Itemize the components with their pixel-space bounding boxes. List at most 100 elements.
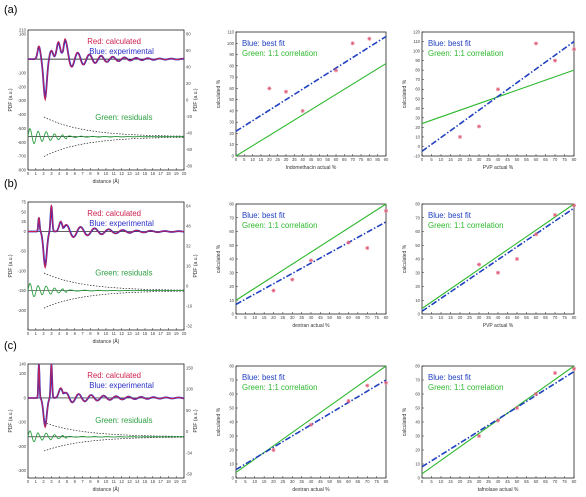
x-axis-label: tafnolase actual % [478,487,519,493]
legend-best-fit: Blue: best fit [242,211,286,220]
data-point [572,203,576,208]
legend-best-fit: Blue: best fit [242,373,286,382]
x-tick-label: 13 [127,171,132,176]
y-tick-label: 60 [229,86,234,91]
legend-calculated: Red: calculated [87,371,141,380]
residual-curve [27,127,184,144]
x-tick-label: 4 [58,479,61,484]
x-tick-label: 16 [150,479,155,484]
y-tick-label: 0 [24,395,27,400]
y-right-tick-label: 32 [186,244,191,249]
x-tick-label: 20 [458,157,463,162]
y-right-tick-label: 48 [186,224,191,229]
y-axis-label: PDF (a.u.) [8,254,14,277]
x-tick-label: 65 [543,315,548,320]
data-point [346,240,351,245]
x-tick-label: 60 [534,157,539,162]
y-tick-label: 0 [24,229,27,234]
x-tick-label: 30 [477,479,482,484]
x-tick-label: 12 [119,479,124,484]
x-tick-label: 55 [524,479,529,484]
data-point [458,134,462,139]
x-tick-label: 6 [74,331,77,336]
data-point-d2 [534,392,538,396]
y-tick-label: 70 [415,378,420,383]
y-right-tick-label: 60 [186,48,191,53]
scatter-plot-c-dextran: 0 5 10 15 20 25 30 35 40 45 50 55 60 65 70 75 8001020304… [216,364,389,494]
x-tick-label: 35 [486,157,491,162]
y-tick-label: 0 [232,154,235,159]
y-tick-label: 60 [415,229,420,234]
y-tick-label: 40 [229,108,234,113]
legend-best-fit: Blue: best fit [428,39,472,48]
data-point-d2 [477,124,481,129]
y-tick-label: 100 [413,49,421,54]
y-axis-label: calculated % [216,244,222,273]
x-tick-label: 10 [439,479,444,484]
x-tick-label: 80 [572,157,577,162]
data-point-d2 [365,383,369,388]
data-point [572,47,576,52]
x-tick-label: 15 [143,479,148,484]
x-tick-label: 70 [553,315,558,320]
y-tick-label: 30 [229,120,234,125]
data-point-d2 [553,213,557,217]
data-point-d2 [309,258,313,263]
y-tick-label: 40 [229,420,234,425]
y-tick-label: 20 [229,284,234,289]
x-tick-label: 18 [166,171,171,176]
y-axis-label: calculated % [402,244,408,273]
x-tick-label: 50 [327,479,332,484]
y-tick-label: 40 [415,420,420,425]
y-tick-label: -200 [18,308,27,313]
x-tick-label: 50 [515,157,520,162]
y-tick-label: 80 [415,364,420,369]
pdf-plot-b: 0 1 2 3 4 5 6 7 8 9 10 11 12 13 14 15 16 17 18 19 207550250-… [8,200,199,346]
y-tick-label: -200 [18,444,27,449]
x-tick-label: 0 [421,479,424,484]
x-tick-label: 9 [97,331,100,336]
x-tick-label: 13 [127,331,132,336]
y-tick-label: -100 [18,70,27,75]
x-tick-label: 25 [281,479,286,484]
x-tick-label: 70 [350,157,355,162]
y-tick-label: -150 [18,288,27,293]
x-tick-label: 10 [104,479,109,484]
y-axis-label: PDF (a.u.) [8,409,14,432]
x-axis-label: PVP actual % [483,165,514,171]
data-point-d2 [534,232,538,236]
data-point-d2 [572,367,576,371]
data-point [477,434,481,438]
x-tick-label: 55 [524,157,529,162]
y-tick-label: -50 [20,249,27,254]
y-tick-label: -100 [18,268,27,273]
x-tick-label: 0 [27,171,30,176]
y-right-tick-label: 50 [186,408,191,413]
legend-calculated: Red: calculated [87,209,141,218]
x-tick-label: 20 [458,479,463,484]
legend-experimental: Blue: experimental [89,47,154,56]
y-tick-label: 50 [21,209,26,214]
data-point-d2 [496,87,500,91]
y-right-tick-label: 150 [186,366,194,371]
x-tick-label: 15 [448,157,453,162]
y-right-tick-label: -32 [186,324,193,329]
x-tick-label: 3 [50,331,53,336]
data-point [350,41,355,46]
y-right-tick-label: -16 [186,304,193,309]
y-tick-label: 60 [229,392,234,397]
x-tick-label: 16 [150,331,155,336]
data-point [515,406,519,410]
data-point [477,262,481,267]
scatter-plot-b-pvp: 0 5 10 15 20 25 30 35 40 45 50 55 60 65 70 75 8001020304… [402,202,577,330]
x-tick-label: 9 [97,479,100,484]
y-tick-label: 140 [19,362,27,367]
x-tick-label: 6 [74,171,77,176]
legend-experimental: Blue: experimental [89,219,154,228]
y-tick-label: 30 [229,270,234,275]
x-tick-label: 15 [262,479,267,484]
data-point [477,124,481,129]
data-point [271,448,276,452]
x-tick-label: 70 [553,157,558,162]
x-tick-label: 75 [374,315,379,320]
